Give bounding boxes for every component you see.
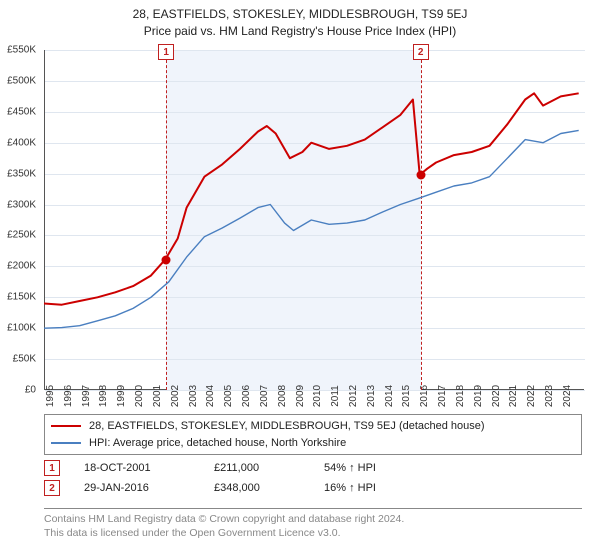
sales-date: 18-OCT-2001 — [84, 462, 214, 474]
address-title: 28, EASTFIELDS, STOKESLEY, MIDDLESBROUGH… — [0, 6, 600, 23]
attribution-line-2: This data is licensed under the Open Gov… — [44, 526, 582, 540]
price-chart: £0£50K£100K£150K£200K£250K£300K£350K£400… — [44, 50, 584, 390]
y-axis-label: £300K — [0, 199, 36, 210]
attribution: Contains HM Land Registry data © Crown c… — [44, 508, 582, 540]
subtitle: Price paid vs. HM Land Registry's House … — [0, 23, 600, 40]
y-axis-label: £50K — [0, 354, 36, 365]
y-axis-label: £150K — [0, 292, 36, 303]
y-axis-label: £200K — [0, 261, 36, 272]
y-axis-label: £450K — [0, 106, 36, 117]
y-axis-label: £250K — [0, 230, 36, 241]
y-axis-label: £0 — [0, 385, 36, 396]
y-axis-label: £400K — [0, 137, 36, 148]
legend-swatch — [51, 442, 81, 444]
sales-table: 1 18-OCT-2001£211,00054% ↑ HPI 2 29-JAN-201… — [44, 458, 582, 498]
y-axis-label: £500K — [0, 75, 36, 86]
legend-item: 28, EASTFIELDS, STOKESLEY, MIDDLESBROUGH… — [51, 418, 575, 435]
sales-delta: 16% ↑ HPI — [324, 482, 454, 494]
sales-row: 1 18-OCT-2001£211,00054% ↑ HPI — [44, 458, 582, 478]
legend: 28, EASTFIELDS, STOKESLEY, MIDDLESBROUGH… — [44, 414, 582, 455]
legend-swatch — [51, 425, 81, 427]
sales-row: 2 29-JAN-2016£348,00016% ↑ HPI — [44, 478, 582, 498]
sales-marker: 1 — [44, 460, 60, 476]
sales-price: £348,000 — [214, 482, 324, 494]
sales-price: £211,000 — [214, 462, 324, 474]
series-line — [44, 130, 579, 328]
y-axis-label: £550K — [0, 45, 36, 56]
legend-item: HPI: Average price, detached house, Nort… — [51, 435, 575, 452]
sales-marker: 2 — [44, 480, 60, 496]
sales-date: 29-JAN-2016 — [84, 482, 214, 494]
legend-label: HPI: Average price, detached house, Nort… — [89, 435, 346, 452]
y-axis-label: £350K — [0, 168, 36, 179]
series-line — [44, 93, 579, 304]
legend-label: 28, EASTFIELDS, STOKESLEY, MIDDLESBROUGH… — [89, 418, 485, 435]
chart-lines — [44, 50, 584, 390]
title-block: 28, EASTFIELDS, STOKESLEY, MIDDLESBROUGH… — [0, 0, 600, 41]
attribution-line-1: Contains HM Land Registry data © Crown c… — [44, 512, 582, 526]
y-axis-label: £100K — [0, 323, 36, 334]
sales-delta: 54% ↑ HPI — [324, 462, 454, 474]
